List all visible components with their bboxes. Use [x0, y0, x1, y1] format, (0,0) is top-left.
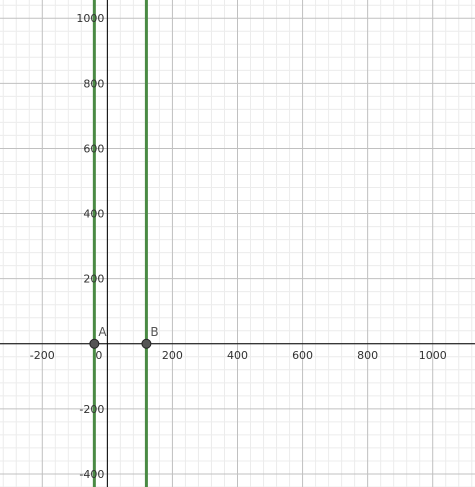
- x-tick-label: 600: [292, 349, 313, 362]
- x-tick-label: 200: [162, 349, 183, 362]
- y-tick-label: 200: [83, 273, 104, 286]
- x-tick-label: 800: [357, 349, 378, 362]
- y-tick-label: 1000: [76, 12, 104, 25]
- y-tick-label: 600: [83, 142, 104, 155]
- y-tick-label: -200: [79, 403, 104, 416]
- vertical-lines: [92, 0, 148, 487]
- tick-labels: -200 200 400 600 800 1000 -400 -200 200 400 600 800…: [30, 12, 447, 481]
- point-label-b: B: [150, 325, 158, 339]
- point-label-a: A: [98, 325, 107, 339]
- point-b[interactable]: [141, 338, 152, 349]
- origin-label: 0: [95, 349, 102, 362]
- y-tick-label: -400: [79, 468, 104, 481]
- point-a[interactable]: [89, 338, 100, 349]
- x-tick-label: 1000: [419, 349, 447, 362]
- y-tick-label: 400: [83, 208, 104, 221]
- x-tick-label: -200: [30, 349, 55, 362]
- x-tick-label: 400: [227, 349, 248, 362]
- y-tick-label: 800: [83, 77, 104, 90]
